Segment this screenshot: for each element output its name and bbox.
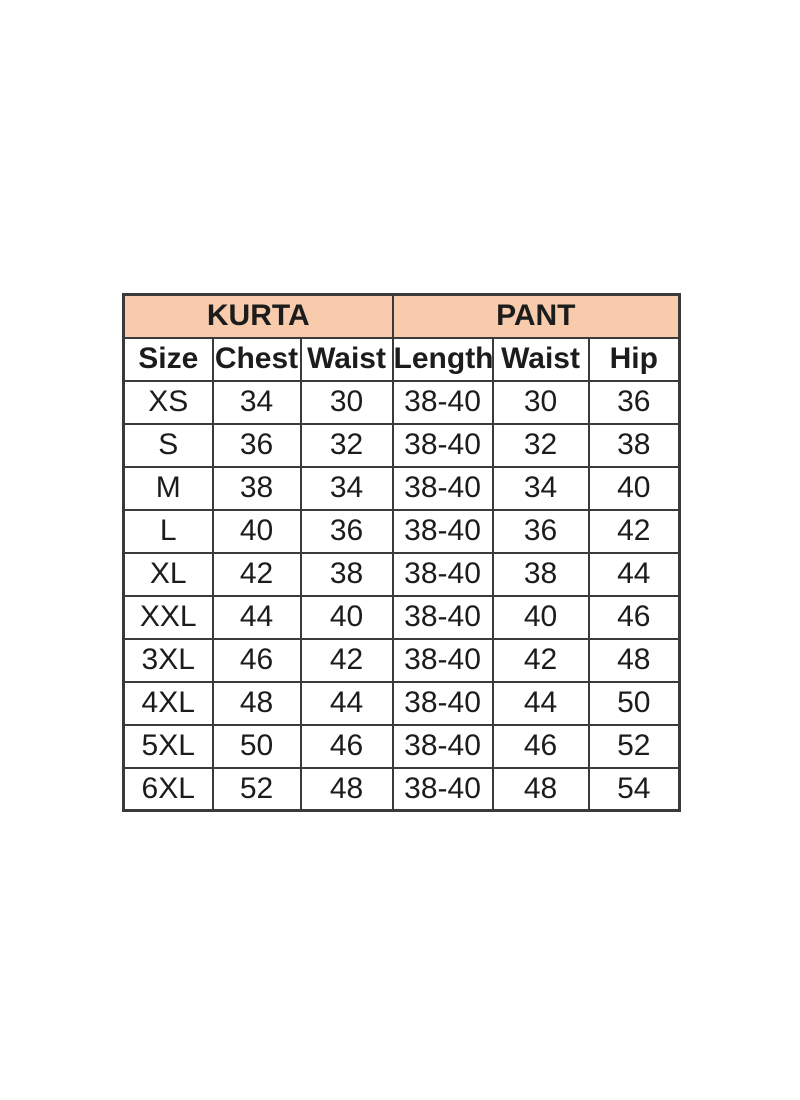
- measurement-cell: 38: [299, 551, 394, 597]
- column-header-pant-waist: Waist: [491, 336, 590, 382]
- column-header-pant-length: Length: [391, 336, 494, 382]
- measurement-cell: 32: [491, 422, 590, 468]
- size-label-cell: XL: [122, 551, 214, 597]
- measurement-cell: 36: [491, 508, 590, 554]
- measurement-cell: 34: [211, 379, 302, 425]
- column-header-kurta-waist: Waist: [299, 336, 394, 382]
- column-header-kurta-chest: Chest: [211, 336, 302, 382]
- measurement-cell: 46: [491, 723, 590, 769]
- table-row: S 36 32 38-40 32 38: [122, 422, 681, 468]
- measurement-cell: 36: [211, 422, 302, 468]
- group-header-kurta: KURTA: [122, 293, 394, 339]
- measurement-cell: 40: [211, 508, 302, 554]
- measurement-cell: 44: [491, 680, 590, 726]
- measurement-cell: 38: [491, 551, 590, 597]
- table-row: 4XL 48 44 38-40 44 50: [122, 680, 681, 726]
- table-row: L 40 36 38-40 36 42: [122, 508, 681, 554]
- size-label-cell: L: [122, 508, 214, 554]
- table-row: M 38 34 38-40 34 40: [122, 465, 681, 511]
- table-row: XL 42 38 38-40 38 44: [122, 551, 681, 597]
- measurement-cell: 54: [587, 766, 681, 812]
- size-label-cell: XXL: [122, 594, 214, 640]
- measurement-cell: 34: [299, 465, 394, 511]
- measurement-cell: 46: [299, 723, 394, 769]
- measurement-cell: 38: [211, 465, 302, 511]
- measurement-cell: 48: [299, 766, 394, 812]
- measurement-cell: 50: [587, 680, 681, 726]
- measurement-cell: 48: [491, 766, 590, 812]
- measurement-cell: 38: [587, 422, 681, 468]
- measurement-cell: 38-40: [391, 508, 494, 554]
- table-row: 3XL 46 42 38-40 42 48: [122, 637, 681, 683]
- table-row: 5XL 50 46 38-40 46 52: [122, 723, 681, 769]
- table-row: 6XL 52 48 38-40 48 54: [122, 766, 681, 812]
- size-label-cell: S: [122, 422, 214, 468]
- measurement-cell: 42: [299, 637, 394, 683]
- measurement-cell: 30: [299, 379, 394, 425]
- measurement-cell: 52: [211, 766, 302, 812]
- measurement-cell: 34: [491, 465, 590, 511]
- measurement-cell: 44: [211, 594, 302, 640]
- size-label-cell: XS: [122, 379, 214, 425]
- measurement-cell: 38-40: [391, 422, 494, 468]
- size-label-cell: M: [122, 465, 214, 511]
- column-header-size: Size: [122, 336, 214, 382]
- column-header-row: Size Chest Waist Length Waist Hip: [122, 336, 681, 382]
- size-label-cell: 4XL: [122, 680, 214, 726]
- measurement-cell: 44: [587, 551, 681, 597]
- group-header-pant: PANT: [391, 293, 681, 339]
- table-body: XS 34 30 38-40 30 36 S 36 32 38-40 32 38 M 38 34 38-40 3…: [122, 379, 681, 812]
- measurement-cell: 40: [299, 594, 394, 640]
- measurement-cell: 38-40: [391, 594, 494, 640]
- measurement-cell: 38-40: [391, 465, 494, 511]
- measurement-cell: 46: [211, 637, 302, 683]
- table-row: XS 34 30 38-40 30 36: [122, 379, 681, 425]
- size-label-cell: 5XL: [122, 723, 214, 769]
- measurement-cell: 36: [587, 379, 681, 425]
- measurement-cell: 50: [211, 723, 302, 769]
- size-label-cell: 6XL: [122, 766, 214, 812]
- measurement-cell: 42: [491, 637, 590, 683]
- table-head: KURTA PANT Size Chest Waist Length Waist…: [122, 293, 681, 382]
- measurement-cell: 32: [299, 422, 394, 468]
- column-header-pant-hip: Hip: [587, 336, 681, 382]
- measurement-cell: 38-40: [391, 551, 494, 597]
- measurement-cell: 30: [491, 379, 590, 425]
- size-chart-table: KURTA PANT Size Chest Waist Length Waist…: [122, 293, 682, 812]
- measurement-cell: 48: [211, 680, 302, 726]
- table-row: XXL 44 40 38-40 40 46: [122, 594, 681, 640]
- group-header-row: KURTA PANT: [122, 293, 681, 339]
- measurement-cell: 42: [211, 551, 302, 597]
- measurement-cell: 38-40: [391, 637, 494, 683]
- measurement-cell: 40: [587, 465, 681, 511]
- measurement-cell: 38-40: [391, 680, 494, 726]
- measurement-cell: 38-40: [391, 723, 494, 769]
- measurement-cell: 44: [299, 680, 394, 726]
- measurement-cell: 52: [587, 723, 681, 769]
- measurement-cell: 36: [299, 508, 394, 554]
- measurement-cell: 48: [587, 637, 681, 683]
- measurement-cell: 40: [491, 594, 590, 640]
- measurement-cell: 38-40: [391, 766, 494, 812]
- measurement-cell: 38-40: [391, 379, 494, 425]
- size-label-cell: 3XL: [122, 637, 214, 683]
- measurement-cell: 42: [587, 508, 681, 554]
- measurement-cell: 46: [587, 594, 681, 640]
